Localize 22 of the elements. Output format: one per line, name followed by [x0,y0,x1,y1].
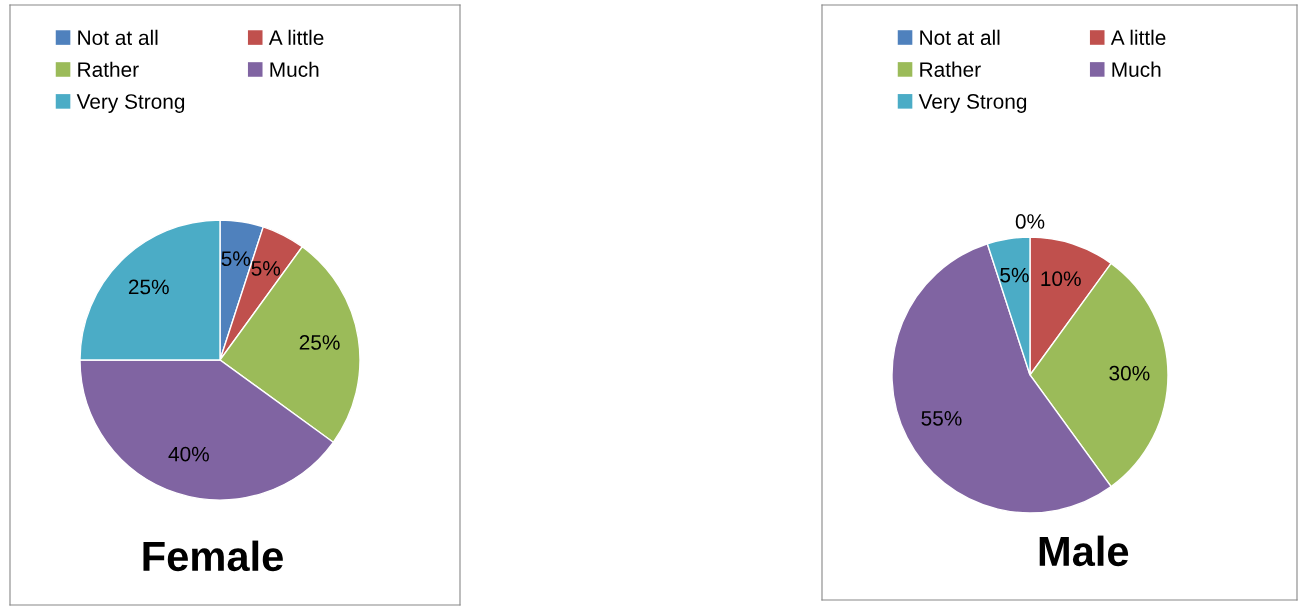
text: 0% [1015,214,1045,229]
data-label: 5% [251,261,281,276]
legend-label: Rather [920,61,981,77]
data-label: 30% [1109,365,1150,381]
legend-label: A little [1110,29,1166,45]
legend-label: Rather [78,61,139,77]
text: Female [143,540,283,572]
data-label: 25% [299,335,340,350]
data-label: 55% [921,411,962,426]
data-label: 10% [1041,271,1081,287]
data-label: 40% [168,446,209,462]
legend-label: Much [1112,61,1161,77]
data-label: 5% [221,251,251,267]
legend-label: Very Strong [76,94,185,114]
legend-label: Not at all [78,29,158,46]
legend-label: A little [268,29,324,46]
data-label: 25% [128,279,169,295]
legend-label: Very Strong [918,94,1027,113]
legend-label: Not at all [920,29,1000,45]
data-label: 5% [1000,267,1029,283]
text: Male [1039,535,1129,567]
legend-label: Much [270,61,319,77]
